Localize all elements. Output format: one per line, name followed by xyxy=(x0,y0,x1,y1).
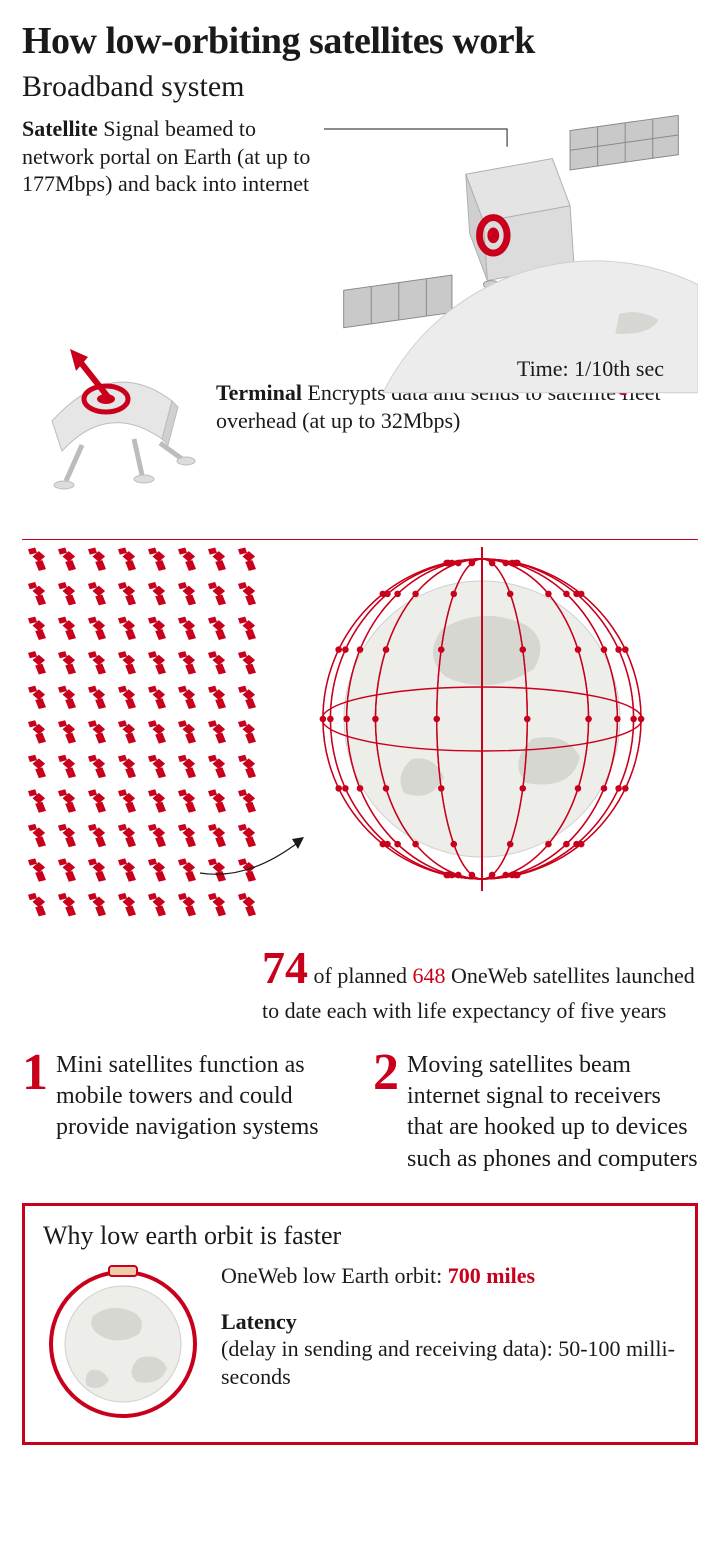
box-title: Why low earth orbit is faster xyxy=(43,1220,677,1253)
fact-1-text: Mini satellites function as mobile tower… xyxy=(56,1050,347,1175)
stat-rest-a: of planned xyxy=(314,963,413,988)
satellite-illustration xyxy=(324,115,698,395)
satellite-caption: Satellite Signal beamed to network porta… xyxy=(22,115,312,395)
latency-rest: (delay in sending and receiving data): 5… xyxy=(221,1336,675,1389)
satellite-lead: Satellite xyxy=(22,116,98,141)
satellite-section: Satellite Signal beamed to network porta… xyxy=(22,115,698,395)
orbit-value: 700 miles xyxy=(448,1263,535,1288)
time-label: Time: 1/10th sec xyxy=(517,355,664,383)
fact-2-text: Moving satellites beam internet signal t… xyxy=(407,1050,698,1175)
latency-box: Why low earth orbit is faster OneWeb low… xyxy=(22,1203,698,1446)
orbit-text: OneWeb low Earth orbit: xyxy=(221,1263,448,1288)
mid-section: 74 of planned 648 OneWeb satellites laun… xyxy=(22,509,698,1024)
fact-2: 2 Moving satellites beam internet signal… xyxy=(373,1050,698,1175)
latency-line: Latency (delay in sending and receiving … xyxy=(221,1308,677,1391)
headline: How low-orbiting satellites work xyxy=(22,18,698,66)
orbit-line: OneWeb low Earth orbit: 700 miles xyxy=(221,1262,677,1290)
subhead: Broadband system xyxy=(22,68,698,106)
stat-red: 648 xyxy=(412,963,445,988)
orbit-globe xyxy=(272,509,698,935)
fact-1: 1 Mini satellites function as mobile tow… xyxy=(22,1050,347,1175)
stat-big: 74 xyxy=(262,942,308,993)
small-globe xyxy=(43,1262,203,1422)
fact-1-num: 1 xyxy=(22,1050,48,1175)
stat-block: 74 of planned 648 OneWeb satellites laun… xyxy=(262,939,698,1024)
facts-row: 1 Mini satellites function as mobile tow… xyxy=(22,1050,698,1175)
fact-2-num: 2 xyxy=(373,1050,399,1175)
latency-lead: Latency xyxy=(221,1309,297,1334)
